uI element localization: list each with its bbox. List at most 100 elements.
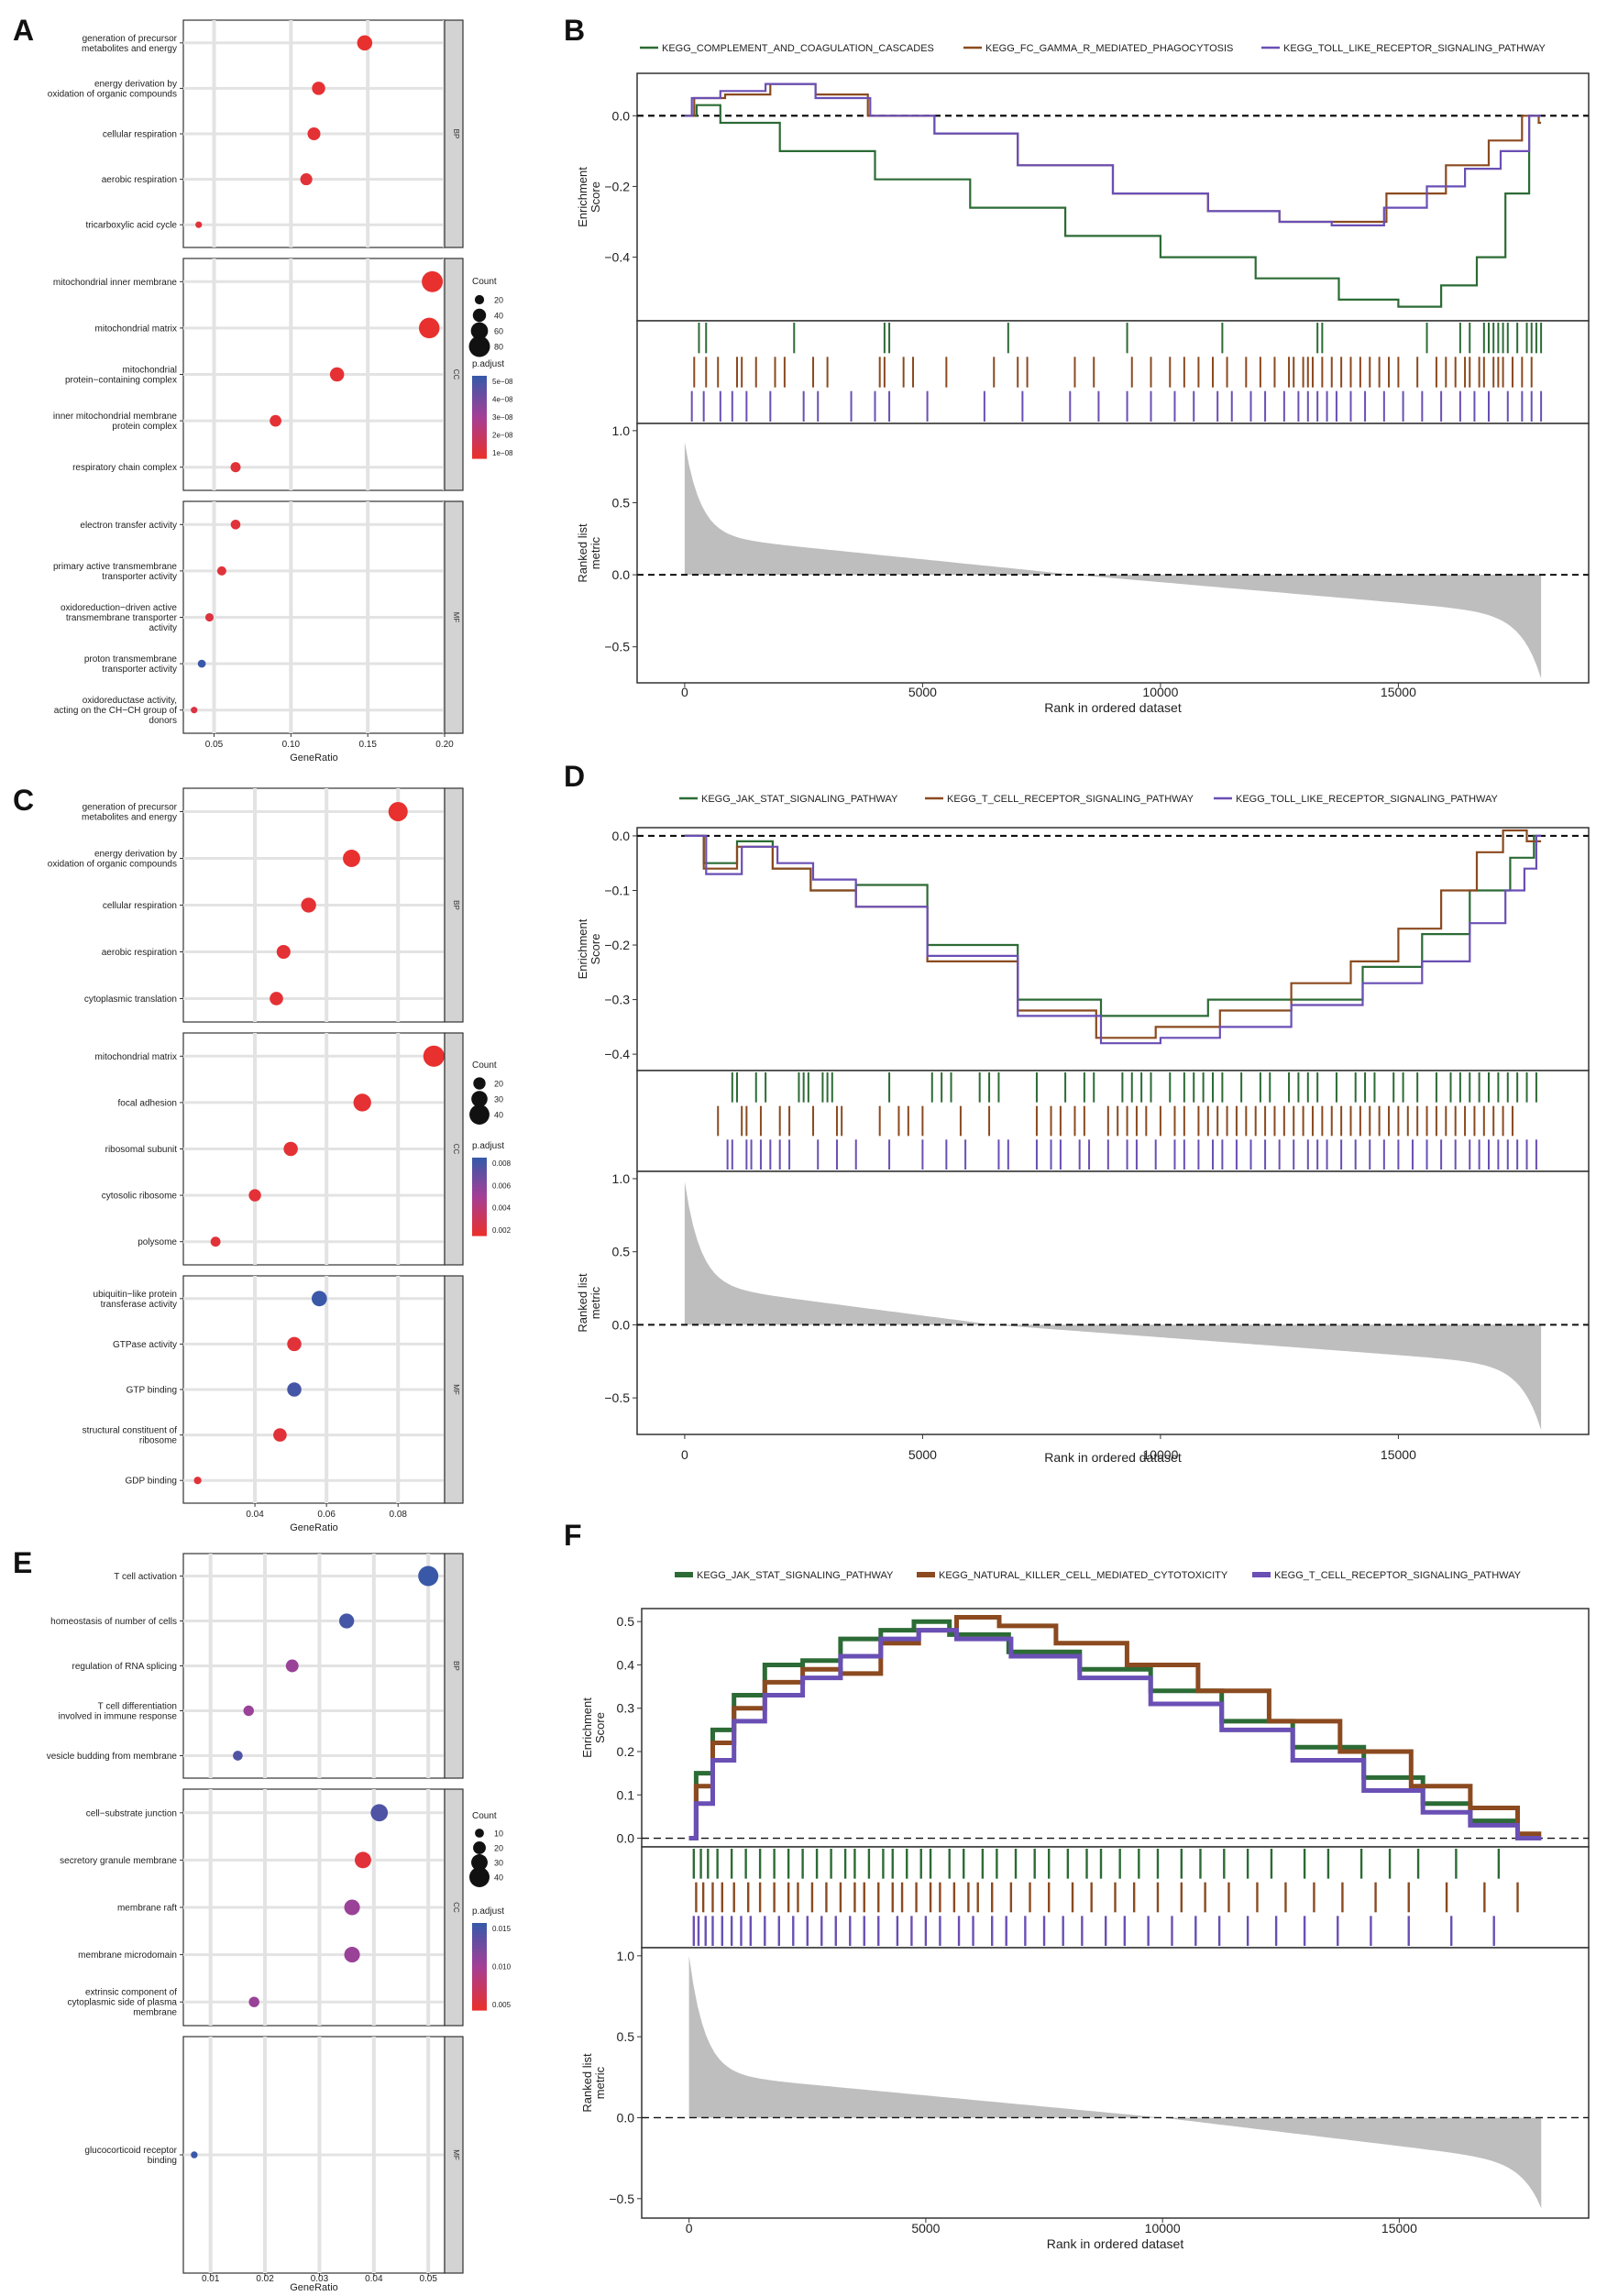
legend-colorbar-step (472, 1225, 487, 1230)
es-curve (684, 829, 1542, 1039)
legend-colorbar-step (472, 392, 487, 398)
term-dot (423, 1045, 445, 1067)
legend-colorbar-step (472, 1170, 487, 1175)
term-label: primary active transmembrane (53, 562, 177, 572)
legend-colorbar-step (472, 1190, 487, 1194)
x-tick-label: 5000 (908, 1447, 937, 1462)
legend-count-label: 20 (494, 1080, 503, 1089)
term-dot (204, 612, 215, 622)
legend-colorbar-step (472, 431, 487, 435)
es-y-tick-label: 0.3 (617, 1701, 635, 1716)
term-label: respiratory chain complex (72, 463, 177, 473)
legend-colorbar-step (472, 403, 487, 408)
legend-padj-label: 4e−08 (492, 396, 513, 404)
term-label: aerobic respiration (102, 948, 177, 958)
x-axis-label: Rank in ordered dataset (1047, 2236, 1184, 2251)
legend-colorbar-step (472, 379, 487, 384)
legend-count-label: 40 (494, 312, 503, 321)
term-label: GTPase activity (113, 1340, 177, 1350)
x-tick-label: 0.02 (256, 2274, 274, 2284)
legend-colorbar-step (472, 410, 487, 414)
term-label: cellular respiration (103, 130, 177, 140)
legend-entry: KEGG_T_CELL_RECEPTOR_SIGNALING_PATHWAY (947, 794, 1194, 805)
x-tick-label: 0.05 (205, 740, 224, 750)
legend-colorbar-step (472, 386, 487, 390)
legend-colorbar-step (472, 1196, 487, 1201)
legend-colorbar-step (472, 1192, 487, 1198)
es-curve (688, 1619, 1542, 1840)
term-dot (287, 1382, 302, 1397)
term-label: acting on the CH−CH group of (54, 706, 177, 716)
facet-strip-label: CC (452, 369, 460, 380)
term-dot (307, 126, 321, 141)
legend-colorbar-step (472, 1940, 487, 1946)
legend-colorbar-step (472, 1215, 487, 1220)
hits-panel-frame (636, 320, 1590, 424)
legend-colorbar-step (472, 1158, 487, 1162)
legend-padj-label: 0.015 (492, 1925, 512, 1933)
term-label: membrane microdomain (78, 1950, 177, 1961)
metric-y-axis-label: metric (589, 1286, 602, 1319)
facet-strip (444, 1275, 464, 1504)
term-label: ribosomal subunit (105, 1145, 178, 1155)
term-label: focal adhesion (118, 1098, 178, 1108)
legend-colorbar-step (472, 1929, 487, 1935)
legend-colorbar-step (472, 447, 487, 453)
term-label: ribosome (139, 1436, 178, 1446)
term-label: tricarboxylic acid cycle (86, 221, 178, 231)
term-label: membrane raft (117, 1904, 177, 1914)
hits-panel-frame (636, 1070, 1590, 1172)
term-dot (248, 1996, 259, 2007)
term-dot (338, 1613, 355, 1629)
term-label: transmembrane transporter (66, 613, 178, 623)
term-label: energy derivation by (94, 850, 177, 860)
legend-count-dot (469, 1104, 490, 1125)
legend-colorbar-step (472, 437, 487, 442)
legend-count-dot (475, 1829, 484, 1838)
legend-count-label: 30 (494, 1859, 503, 1868)
es-curve (684, 82, 1542, 226)
x-tick-label: 10000 (1145, 2221, 1181, 2236)
facet-strip (444, 2036, 464, 2274)
x-tick-label: 15000 (1381, 2221, 1417, 2236)
es-y-axis-label: Score (589, 934, 602, 965)
term-dot (276, 944, 291, 960)
x-tick-label: 15000 (1381, 1447, 1416, 1462)
legend-colorbar-step (472, 1955, 487, 1961)
term-dot (285, 1659, 299, 1673)
term-dot (233, 1751, 243, 1761)
legend-count-dot (472, 308, 487, 323)
gsea-panel-D: D KEGG_JAK_STAT_SIGNALING_PATHWAY KEGG_T_C… (564, 760, 1590, 1465)
legend-colorbar-step (472, 417, 487, 422)
x-tick-label: 0.08 (390, 1510, 408, 1520)
term-label: protein−containing complex (65, 376, 177, 386)
facet-strip-label: CC (452, 1902, 460, 1913)
term-label: oxidation of organic compounds (48, 860, 177, 870)
es-y-axis-label: Enrichment (580, 1697, 594, 1758)
legend-colorbar-step (472, 1222, 487, 1226)
legend-colorbar-step (472, 1167, 487, 1171)
term-label: proton transmembrane (84, 654, 178, 665)
x-tick-label: 10000 (1142, 1447, 1178, 1462)
term-dot (357, 35, 373, 51)
legend-padj-title: p.adjust (472, 359, 504, 369)
legend-colorbar-step (472, 1959, 487, 1964)
term-dot (422, 270, 444, 292)
term-dot (283, 1141, 298, 1157)
facet-strip-label: CC (452, 1144, 460, 1155)
legend-padj-label: 1e−08 (492, 449, 513, 457)
x-tick-label: 0.04 (365, 2274, 383, 2284)
term-label: cytoplasmic translation (84, 994, 177, 1005)
legend-colorbar-step (472, 1977, 487, 1982)
legend-colorbar-step (472, 2003, 487, 2007)
x-tick-label: 0.20 (435, 740, 454, 750)
panel-label-A: A (13, 14, 34, 47)
es-y-tick-label: −0.2 (604, 938, 630, 952)
term-label: cytosolic ribosome (102, 1192, 178, 1202)
legend-colorbar-step (472, 1173, 487, 1178)
legend-colorbar-step (472, 1219, 487, 1224)
term-label: secretory granule membrane (60, 1856, 177, 1866)
